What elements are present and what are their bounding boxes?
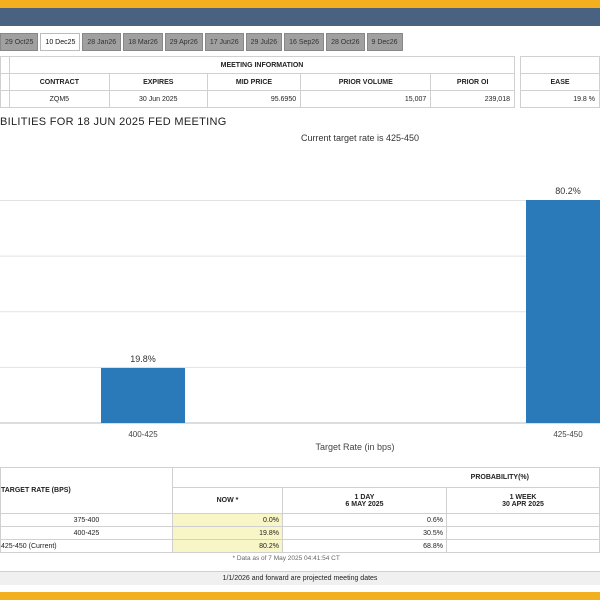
chart-bar[interactable] (526, 200, 600, 423)
meeting-date-tabs: 29 Oct25 10 Dec25 28 Jan26 18 Mar26 29 A… (0, 33, 403, 51)
x-axis-label: Target Rate (in bps) (315, 442, 394, 452)
mid-price-value: 95.6950 (206, 90, 302, 108)
chart-bars: 19.8% 400-425 80.2% 425-450 (101, 186, 600, 439)
tab-meeting-date[interactable]: 29 Apr26 (164, 33, 203, 51)
info-spacer (0, 56, 10, 74)
bar-value-label: 19.8% (130, 354, 156, 364)
one-day-cell: 68.8% (282, 539, 447, 553)
info-spacer (0, 90, 10, 108)
tab-meeting-date[interactable]: 29 Jul26 (245, 33, 283, 51)
one-week-cell (446, 539, 600, 553)
meeting-information-table: MEETING INFORMATION CONTRACT EXPIRES MID… (0, 56, 515, 108)
ease-value: 19.8 % (520, 90, 600, 108)
bar-value-label: 80.2% (555, 186, 581, 196)
meeting-information-header: MEETING INFORMATION (9, 56, 515, 74)
one-day-date: 6 MAY 2025 (345, 500, 384, 508)
table-row: 425-450 (Current) 80.2% 68.8% (0, 539, 600, 553)
one-week-cell (446, 526, 600, 540)
target-rate-probability-chart: 19.8% 400-425 80.2% 425-450 Target Rate (in… (0, 186, 600, 452)
tab-meeting-date[interactable]: 17 Jun26 (204, 33, 244, 51)
meeting-information-panel: MEETING INFORMATION CONTRACT EXPIRES MID… (0, 56, 600, 108)
table-row: 400-425 19.8% 30.5% (0, 526, 600, 540)
ease-table: EASE 19.8 % (520, 56, 600, 108)
expires-header: EXPIRES (108, 73, 208, 91)
ease-top-header (520, 56, 600, 74)
projected-dates-note: 1/1/2026 and forward are projected meeti… (0, 571, 600, 585)
prior-oi-value: 239,018 (430, 90, 515, 108)
note-spacer (1, 553, 173, 565)
tab-meeting-date[interactable]: 28 Oct26 (326, 33, 365, 51)
tab-meeting-date[interactable]: 9 Dec26 (366, 33, 403, 51)
header-bar (0, 8, 600, 26)
tab-meeting-date[interactable]: 18 Mar26 (123, 33, 163, 51)
tab-meeting-date[interactable]: 16 Sep26 (284, 33, 325, 51)
one-day-cell: 30.5% (282, 526, 447, 540)
rate-cell: 425-450 (Current) (0, 539, 173, 553)
top-accent-stripe (0, 0, 600, 8)
one-day-header: 1 DAY 6 MAY 2025 (282, 487, 447, 514)
mid-price-header: MID PRICE (206, 73, 302, 91)
probabilities-title: BILITIES FOR 18 JUN 2025 FED MEETING (0, 116, 227, 128)
table-row: 375-400 0.0% 0.6% (0, 513, 600, 527)
x-tick-label: 425-450 (553, 430, 583, 439)
chart-gridlines (0, 200, 600, 424)
contract-header: CONTRACT (9, 73, 110, 91)
one-week-header: 1 WEEK 30 APR 2025 (446, 487, 600, 514)
contract-value: ZQM5 (9, 90, 110, 108)
now-header: NOW * (172, 487, 283, 514)
probability-header: PROBABILITY(%) (172, 467, 600, 488)
rate-cell: 375-400 (0, 513, 173, 527)
chart-subtitle: Current target rate is 425-450 (300, 133, 420, 143)
expires-value: 30 Jun 2025 (108, 90, 208, 108)
prior-volume-header: PRIOR VOLUME (300, 73, 432, 91)
probability-table-panel: TARGET RATE (BPS) PROBABILITY(%) NOW * 1… (0, 467, 600, 565)
now-cell: 19.8% (172, 526, 283, 540)
prior-oi-header: PRIOR OI (430, 73, 515, 91)
one-week-label: 1 WEEK (509, 493, 537, 501)
ease-header: EASE (520, 73, 600, 91)
tab-meeting-date[interactable]: 29 Oct25 (0, 33, 39, 51)
x-tick-label: 400-425 (128, 430, 158, 439)
prior-volume-value: 15,007 (300, 90, 432, 108)
bottom-accent-stripe (0, 592, 600, 600)
rate-cell: 400-425 (0, 526, 173, 540)
tab-meeting-date[interactable]: 28 Jan26 (82, 33, 122, 51)
tab-meeting-date-active[interactable]: 10 Dec25 (40, 33, 81, 51)
data-timestamp-note: * Data as of 7 May 2025 04:41:54 CT (232, 555, 340, 563)
probability-table: TARGET RATE (BPS) PROBABILITY(%) NOW * 1… (0, 467, 600, 565)
one-day-cell: 0.6% (282, 513, 447, 527)
chart-bar[interactable] (101, 367, 185, 423)
now-cell: 80.2% (172, 539, 283, 553)
info-spacer (0, 73, 10, 91)
one-week-date: 30 APR 2025 (502, 500, 544, 508)
now-cell: 0.0% (172, 513, 283, 527)
target-rate-header: TARGET RATE (BPS) (0, 467, 173, 514)
one-week-cell (446, 513, 600, 527)
one-day-label: 1 DAY (354, 493, 375, 501)
